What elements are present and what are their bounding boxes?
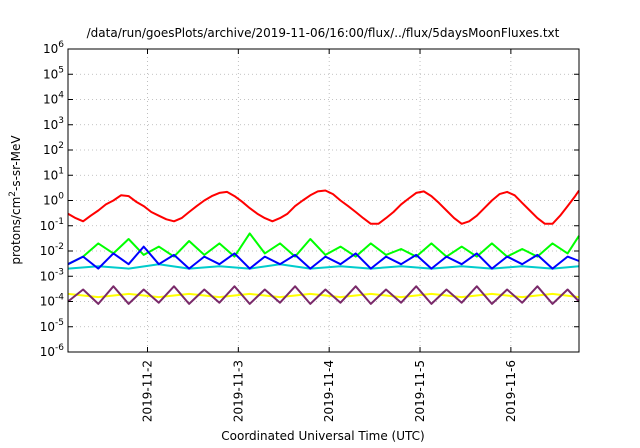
y-tick-label: 100 xyxy=(43,192,64,208)
y-axis-label: protons/cm2-s-sr-MeV xyxy=(8,135,23,265)
x-tick-label: 2019-11-6 xyxy=(504,360,518,422)
y-tick-base: 10 xyxy=(40,244,55,258)
y-tick-base: 10 xyxy=(40,345,55,359)
y-tick-exponent: -6 xyxy=(55,343,64,353)
y-tick-exponent: -3 xyxy=(55,267,64,277)
y-tick-exponent: 0 xyxy=(58,192,64,202)
x-tick-label: 2019-11-3 xyxy=(231,360,245,422)
y-tick-base: 10 xyxy=(43,67,58,81)
y-tick-base: 10 xyxy=(40,269,55,283)
y-tick-label: 102 xyxy=(43,141,64,157)
series-line xyxy=(67,189,580,225)
chart-title: /data/run/goesPlots/archive/2019-11-06/1… xyxy=(87,26,560,40)
y-tick-exponent: 3 xyxy=(58,116,64,126)
y-tick-base: 10 xyxy=(40,320,55,334)
x-axis-ticks: 2019-11-2 2019-11-3 2019-11-4 2019-11-5 2019… xyxy=(140,49,518,422)
y-tick-label: 101 xyxy=(43,166,64,182)
y-tick-base: 10 xyxy=(43,118,58,132)
series-line xyxy=(67,263,580,270)
y-tick-label: 103 xyxy=(43,116,64,132)
x-axis-label: Coordinated Universal Time (UTC) xyxy=(221,429,424,443)
series-line xyxy=(67,245,580,270)
y-tick-exponent: 4 xyxy=(58,91,64,101)
y-tick-exponent: 2 xyxy=(58,141,64,151)
y-tick-base: 10 xyxy=(43,93,58,107)
x-tick-label: 2019-11-2 xyxy=(140,360,154,422)
y-tick-base: 10 xyxy=(40,219,55,233)
y-tick-base: 10 xyxy=(43,168,58,182)
y-tick-label: 10-5 xyxy=(40,318,64,334)
y-tick-label: 10-6 xyxy=(40,343,65,359)
y-tick-label: 10-2 xyxy=(40,242,64,258)
grid xyxy=(68,49,579,352)
y-tick-exponent: -1 xyxy=(55,217,64,227)
x-tick-label: 2019-11-4 xyxy=(322,360,336,422)
y-tick-exponent: 5 xyxy=(58,65,64,75)
series-line xyxy=(67,232,580,266)
series-lines xyxy=(67,189,580,305)
y-tick-base: 10 xyxy=(43,194,58,208)
y-tick-base: 10 xyxy=(40,295,55,309)
y-tick-label: 10-3 xyxy=(40,267,64,283)
y-tick-exponent: -4 xyxy=(55,293,64,303)
series-line xyxy=(67,292,580,299)
y-tick-exponent: -2 xyxy=(55,242,64,252)
y-tick-label: 104 xyxy=(43,91,64,107)
y-tick-exponent: -5 xyxy=(55,318,64,328)
y-tick-label: 10-1 xyxy=(40,217,64,233)
y-tick-label: 106 xyxy=(43,40,64,56)
y-tick-base: 10 xyxy=(43,42,58,56)
y-tick-label: 10-4 xyxy=(40,293,65,309)
y-tick-exponent: 6 xyxy=(58,40,64,50)
series-line xyxy=(67,285,580,305)
x-tick-label: 2019-11-5 xyxy=(413,360,427,422)
y-tick-exponent: 1 xyxy=(58,166,64,176)
y-axis-ticks: 10-610-510-410-310-210-11001011021031041… xyxy=(40,40,579,359)
y-tick-label: 105 xyxy=(43,65,64,81)
y-tick-base: 10 xyxy=(43,143,58,157)
